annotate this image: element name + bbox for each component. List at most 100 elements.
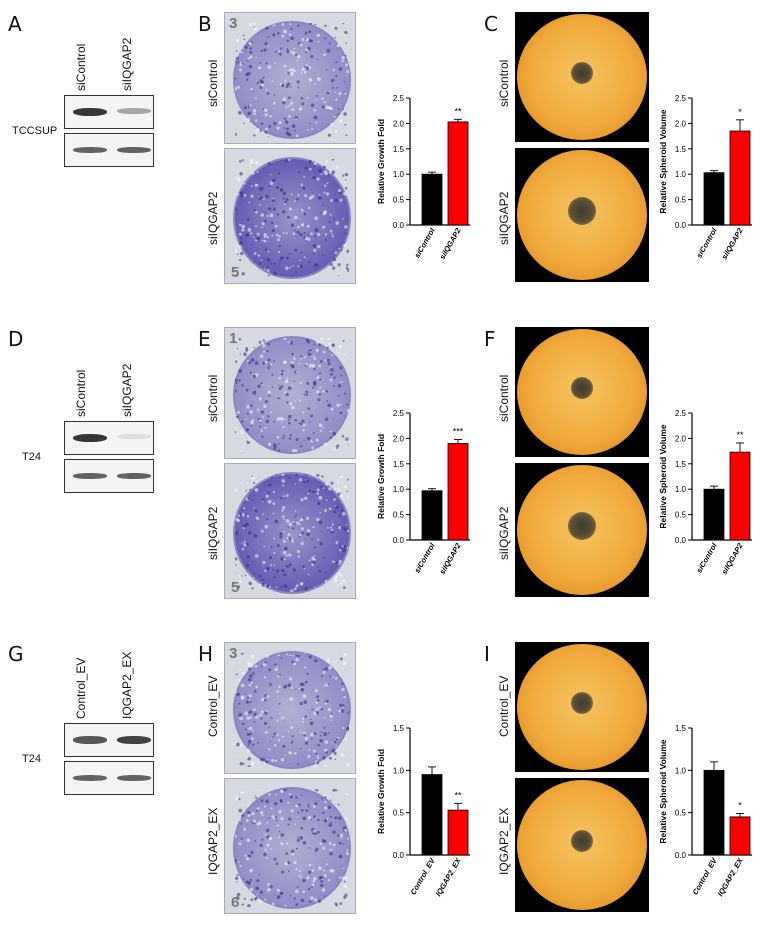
- y-tick-label: 1.0: [393, 766, 405, 775]
- bar-chart-F: 0.0 0.5 1.0 1.5 2.0 2.5 Relative Spheroid Volu…: [658, 409, 752, 576]
- blot-band: [117, 736, 151, 744]
- y-tick-label: 0.5: [675, 511, 687, 520]
- western-blot-target: [64, 421, 154, 455]
- y-tick-label: 2.0: [393, 119, 405, 128]
- x-tick-label: siControl: [412, 541, 437, 575]
- colony-speckles: [233, 21, 350, 138]
- blot-band: [117, 108, 151, 114]
- significance-marker: **: [736, 430, 744, 440]
- y-tick-label: 1.0: [393, 170, 405, 179]
- colony-well-image: 5: [224, 463, 356, 599]
- blot-band: [73, 434, 107, 443]
- panel-label-colony: H: [198, 642, 214, 666]
- colony-well-image: 3: [224, 642, 356, 774]
- y-tick-label: 2.0: [675, 434, 687, 443]
- colony-speckles: [233, 787, 350, 908]
- cell-line-label: TCCSUP: [12, 125, 58, 137]
- y-tick-label: 2.0: [393, 434, 405, 443]
- panel-label-blot: A: [8, 12, 22, 36]
- colony-condition-label: Control_EV: [206, 675, 220, 737]
- panel-label-colony: E: [198, 327, 211, 351]
- western-blot-loading-control: [64, 761, 154, 795]
- panel-label-blot: D: [8, 327, 24, 351]
- spheroid-image: [515, 463, 649, 597]
- x-tick-label: Control_EV: [409, 856, 438, 897]
- lane-label-1: IQGAP2_EX: [120, 651, 134, 719]
- cell-line-label: T24: [22, 451, 41, 463]
- panel-label-spheroid: F: [484, 327, 496, 351]
- bar-siIQGAP2: [729, 130, 751, 226]
- colony-well-image: 1: [224, 327, 356, 459]
- western-blot-target: [64, 95, 154, 129]
- spheroid-condition-label: siIQGAP2: [497, 506, 511, 560]
- y-tick-label: 1.0: [675, 170, 687, 179]
- bar-chart-C: 0.0 0.5 1.0 1.5 2.0 2.5 Relative Spheroid Volu…: [658, 94, 752, 261]
- bar-chart-B: 0.0 0.5 1.0 1.5 2.0 2.5 Relative Growth Fold si…: [376, 94, 470, 261]
- y-tick-label: 0.5: [393, 809, 405, 818]
- stained-dish: [233, 157, 351, 279]
- blot-band: [73, 736, 107, 744]
- spheroid: [571, 377, 593, 399]
- y-axis-label: Relative Spheroid Volume: [658, 109, 668, 214]
- spheroid-image: [515, 148, 649, 282]
- colony-speckles: [233, 157, 351, 277]
- x-tick-label: siIQGAP2: [438, 226, 464, 261]
- y-tick-label: 0.0: [393, 851, 405, 860]
- spheroid-image: [515, 642, 649, 772]
- colony-well-image: 3: [224, 12, 356, 144]
- stained-dish: [233, 787, 351, 909]
- x-tick-label: siControl: [412, 226, 437, 260]
- y-tick-label: 1.5: [675, 460, 687, 469]
- western-blot-loading-control: [64, 133, 154, 167]
- panel-label-blot: G: [8, 642, 24, 666]
- x-tick-label: IQGAP2_EX: [716, 856, 746, 898]
- x-tick-label: siIQGAP2: [720, 226, 746, 261]
- significance-marker: ***: [453, 426, 464, 436]
- y-tick-label: 0.0: [675, 851, 687, 860]
- bar-IQGAP2_EX: [447, 809, 469, 856]
- y-tick-label: 1.5: [393, 724, 405, 733]
- bar-siIQGAP2: [447, 443, 469, 541]
- spheroid: [571, 830, 593, 852]
- y-tick-label: 0.5: [675, 196, 687, 205]
- blot-band: [117, 473, 151, 479]
- x-tick-label: siIQGAP2: [438, 541, 464, 576]
- stained-dish: [233, 472, 351, 594]
- y-tick-label: 1.5: [393, 460, 405, 469]
- panel-label-spheroid: I: [484, 642, 490, 666]
- y-tick-label: 1.0: [675, 766, 687, 775]
- spheroid-image: [515, 327, 649, 457]
- y-tick-label: 2.5: [393, 409, 405, 418]
- plate-number: 3: [229, 645, 238, 662]
- spheroid-image: [515, 778, 649, 912]
- colony-speckles: [233, 336, 351, 453]
- y-tick-label: 1.5: [393, 145, 405, 154]
- lane-label-0: Control_EV: [74, 657, 88, 719]
- spheroid-condition-label: siControl: [497, 59, 511, 107]
- x-tick-label: IQGAP2_EX: [434, 856, 464, 898]
- y-tick-label: 0.5: [393, 196, 405, 205]
- colony-condition-label: siControl: [206, 374, 220, 422]
- significance-marker: *: [738, 801, 742, 811]
- y-tick-label: 0.5: [393, 511, 405, 520]
- y-tick-label: 0.0: [675, 536, 687, 545]
- significance-marker: **: [454, 790, 462, 800]
- blot-band: [73, 775, 107, 781]
- bar-chart-H: 0.0 0.5 1.0 1.5 Relative Growth Fold Control_…: [376, 724, 470, 898]
- cell-line-label: T24: [22, 753, 41, 765]
- blot-band: [73, 108, 107, 117]
- significance-marker: *: [738, 107, 742, 117]
- colony-speckles: [234, 472, 351, 593]
- spheroid: [568, 512, 596, 540]
- blot-band: [117, 147, 151, 153]
- spheroid: [571, 692, 593, 714]
- y-tick-label: 1.0: [675, 485, 687, 494]
- bar-siIQGAP2: [729, 451, 751, 541]
- y-tick-label: 1.5: [675, 145, 687, 154]
- y-axis-label: Relative Spheroid Volume: [658, 424, 668, 529]
- stained-dish: [233, 651, 351, 769]
- y-axis-label: Relative Growth Fold: [376, 434, 386, 519]
- colony-well-image: 6: [224, 778, 356, 914]
- blot-band: [117, 434, 151, 439]
- lane-label-0: siControl: [74, 369, 88, 417]
